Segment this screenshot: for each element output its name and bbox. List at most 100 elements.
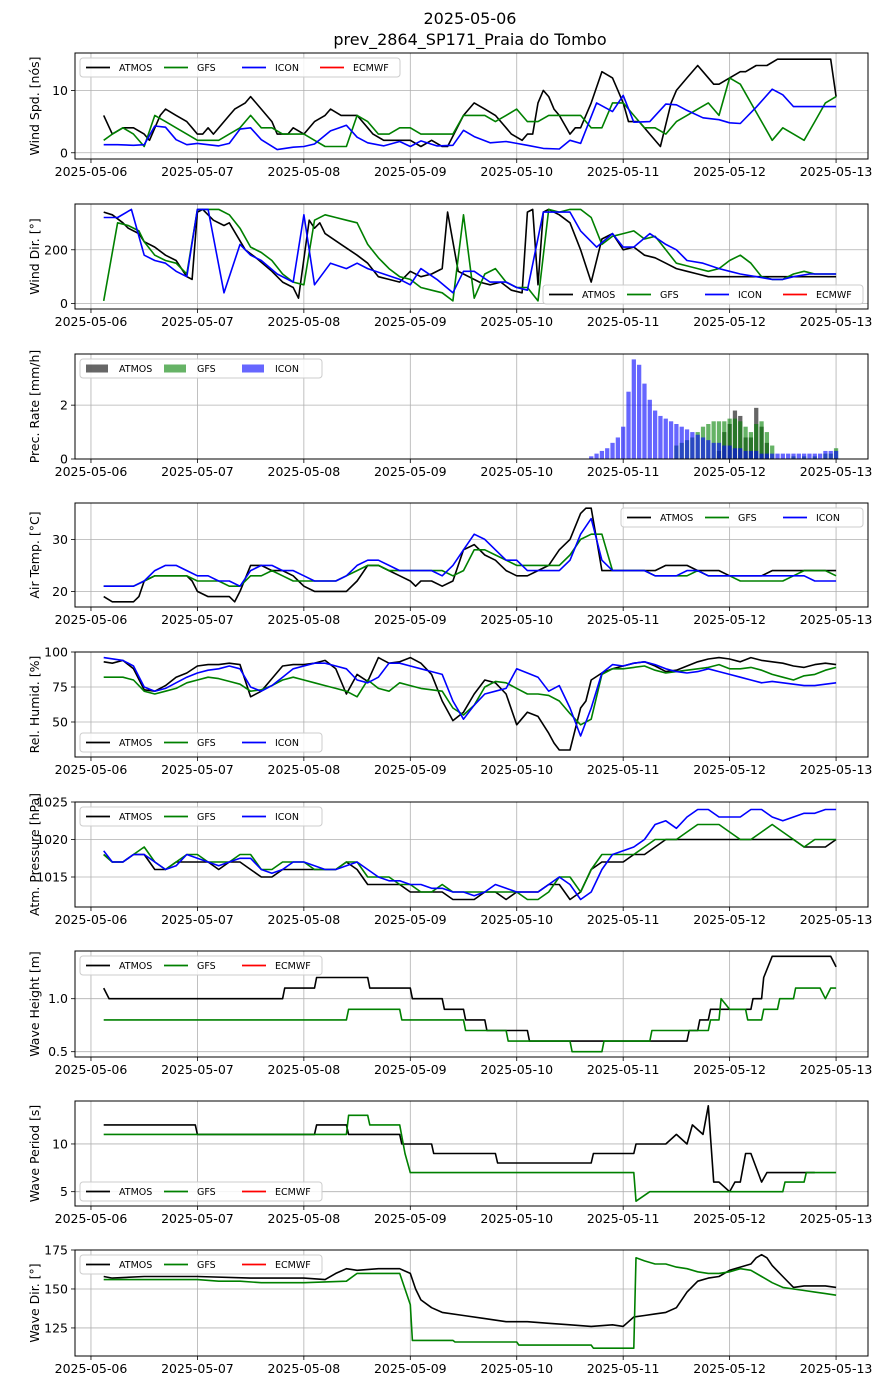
y-tick-label: 0 [60, 452, 68, 467]
x-tick-label: 2025-05-11 [587, 762, 660, 777]
bar-gfs [732, 418, 738, 459]
x-tick-label: 2025-05-12 [693, 762, 766, 777]
y-axis-label: Wind Spd. [nós] [27, 57, 42, 156]
series-line-gfs [103, 1114, 837, 1202]
legend-label-ecmwf: ECMWF [816, 290, 852, 301]
bar-icon [775, 453, 780, 459]
legend: ATMOS GFS ICON ECMWF [542, 284, 864, 305]
bar-icon [786, 453, 791, 459]
series-line-gfs [102, 208, 837, 302]
bar-gfs [727, 418, 732, 459]
axes-frame [74, 1249, 869, 1357]
legend-swatch-gfs [164, 364, 186, 373]
x-tick-label: 2025-05-13 [800, 464, 873, 479]
legend-box [79, 1181, 323, 1202]
x-tick-label: 2025-05-07 [161, 314, 234, 329]
legend: ATMOS GFS ICON [620, 507, 864, 528]
series-line-icon [103, 656, 837, 737]
bar-icon [615, 437, 620, 459]
legend-label-gfs: GFS [197, 812, 216, 823]
bar-icon [802, 453, 807, 459]
x-tick-label: 2025-05-10 [480, 464, 553, 479]
y-tick-label: 30 [52, 532, 68, 547]
plot-area [103, 507, 837, 603]
y-tick-label: 20 [52, 584, 68, 599]
bar-icon [621, 426, 626, 459]
x-tick-label: 2025-05-13 [800, 164, 873, 179]
x-tick-label: 2025-05-11 [587, 612, 660, 627]
y-tick-label: 10 [52, 1136, 68, 1151]
x-tick-label: 2025-05-06 [55, 912, 128, 927]
legend-label-atmos: ATMOS [119, 63, 152, 74]
x-tick-label: 2025-05-08 [268, 464, 341, 479]
x-tick-label: 2025-05-12 [693, 612, 766, 627]
panel-wave_period: 2025-05-06 2025-05-07 2025-05-08 2025-05-09… [27, 1100, 873, 1226]
legend-swatch-icon [242, 364, 264, 373]
series-line-gfs [103, 823, 837, 901]
bar-icon [732, 448, 738, 459]
y-tick-label: 1020 [36, 832, 68, 847]
bar-icon [722, 445, 727, 459]
x-tick-label: 2025-05-06 [55, 762, 128, 777]
x-tick-label: 2025-05-11 [587, 314, 660, 329]
y-tick-label: 10 [52, 83, 68, 98]
bar-icon [647, 399, 652, 459]
legend-label-atmos: ATMOS [660, 513, 693, 524]
axes-frame [74, 203, 869, 310]
x-tick-label: 2025-05-09 [374, 1361, 447, 1376]
y-tick-label: 200 [44, 242, 68, 257]
x-tick-label: 2025-05-12 [693, 912, 766, 927]
x-tick-label: 2025-05-13 [800, 1211, 873, 1226]
panel-air_temp: 2025-05-06 2025-05-07 2025-05-08 2025-05-09… [27, 502, 872, 627]
x-tick-label: 2025-05-13 [800, 1361, 873, 1376]
x-tick-label: 2025-05-06 [55, 164, 128, 179]
x-tick-label: 2025-05-06 [55, 1062, 128, 1077]
y-tick-label: 0 [60, 296, 68, 311]
bar-gfs [722, 421, 727, 459]
axes-frame [74, 801, 869, 908]
axes-frame [74, 52, 869, 160]
panel-prec_rate: 2025-05-06 2025-05-07 2025-05-08 2025-05-09… [27, 350, 872, 479]
axes-frame [74, 651, 869, 758]
chart-panels: 2025-05-06 2025-05-07 2025-05-08 2025-05-09… [27, 52, 873, 1377]
y-tick-label: 1.0 [48, 991, 68, 1006]
y-axis-label: Wave Dir. [°] [27, 1263, 42, 1342]
bar-icon [695, 434, 700, 459]
figure-title: 2025-05-06 [424, 9, 517, 28]
x-tick-label: 2025-05-07 [161, 1211, 234, 1226]
series-line-atmos [103, 1253, 837, 1328]
legend-label-ecmwf: ECMWF [353, 63, 389, 74]
x-tick-label: 2025-05-07 [161, 464, 234, 479]
bar-gfs [759, 421, 764, 459]
panel-wave_dir: 2025-05-06 2025-05-07 2025-05-08 2025-05-09… [27, 1243, 872, 1377]
figure-subtitle: prev_2864_SP171_Praia do Tombo [333, 30, 606, 50]
x-tick-label: 2025-05-10 [480, 314, 553, 329]
x-tick-label: 2025-05-08 [268, 314, 341, 329]
y-tick-label: 0.5 [48, 1044, 68, 1059]
bar-gfs [764, 432, 770, 459]
x-tick-label: 2025-05-12 [693, 464, 766, 479]
y-tick-label: 5 [60, 1184, 68, 1199]
legend-label-gfs: GFS [660, 290, 679, 301]
bar-icon [791, 453, 796, 459]
legend-label-atmos: ATMOS [119, 1260, 152, 1271]
legend-label-atmos: ATMOS [582, 290, 615, 301]
x-tick-label: 2025-05-12 [693, 1361, 766, 1376]
bar-icon [684, 429, 690, 459]
y-tick-label: 125 [44, 1320, 68, 1335]
bar-icon [652, 410, 658, 459]
x-tick-label: 2025-05-09 [374, 314, 447, 329]
bar-icon [812, 453, 817, 459]
legend-label-gfs: GFS [738, 513, 757, 524]
legend-label-icon: ICON [275, 63, 299, 74]
legend-label-icon: ICON [275, 364, 299, 375]
legend: ATMOS GFS ECMWF [79, 1254, 323, 1275]
x-tick-label: 2025-05-09 [374, 912, 447, 927]
x-tick-label: 2025-05-08 [268, 1062, 341, 1077]
y-axis-label: Rel. Humid. [%] [27, 656, 42, 754]
x-tick-label: 2025-05-11 [587, 464, 660, 479]
plot-area [103, 1105, 837, 1202]
plot-area [589, 359, 839, 459]
x-tick-label: 2025-05-07 [161, 762, 234, 777]
x-tick-label: 2025-05-13 [800, 762, 873, 777]
